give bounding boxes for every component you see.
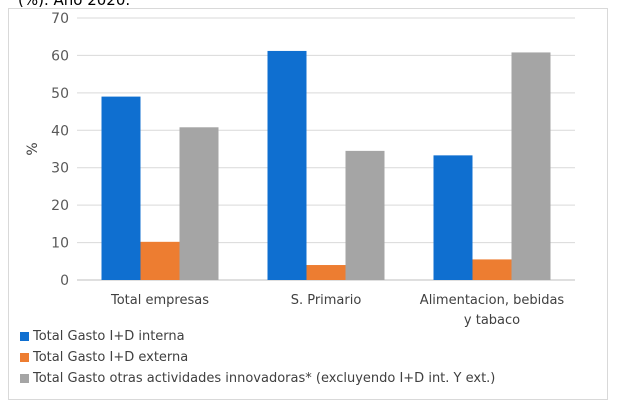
y-tick-label: 70 [51,11,69,27]
bar-series-3-category-2 [345,150,385,280]
x-category-label: S. Primario [291,293,362,308]
bar-series-2-category-3 [472,259,512,280]
x-axis-categories: Total empresas S. Primario Alimentacion, b… [110,293,564,328]
bar-series-3-category-1 [179,127,219,280]
x-category-label: Total empresas [110,293,209,308]
bar-series-1-category-3 [433,155,473,280]
chart-frame [8,8,608,400]
legend-item-2: Total Gasto I+D externa [20,347,495,368]
bars [101,50,551,281]
legend-label: Total Gasto otras actividades innovadora… [33,371,496,386]
y-tick-label: 60 [51,48,69,64]
y-tick-label: 30 [51,161,69,177]
legend-label: Total Gasto I+D externa [33,350,189,365]
legend-label: Total Gasto I+D interna [33,329,185,344]
y-tick-label: 50 [51,86,69,102]
y-axis-label: % [25,142,41,155]
bar-series-3-category-3 [511,52,551,281]
bar-series-1-category-2 [267,50,307,281]
y-tick-label: 0 [60,273,69,289]
y-tick-label: 40 [51,123,69,139]
legend: Total Gasto I+D interna Total Gasto I+D e… [20,326,495,389]
y-tick-label: 20 [51,198,69,214]
legend-swatch [20,374,29,383]
legend-swatch [20,332,29,341]
bar-series-2-category-1 [140,241,180,280]
legend-swatch [20,353,29,362]
grid-lines [77,17,575,281]
x-category-label: Alimentacion, bebidas y tabaco [420,293,565,328]
bar-series-2-category-2 [306,265,346,280]
legend-item-3: Total Gasto otras actividades innovadora… [20,368,495,389]
bar-series-1-category-1 [101,96,141,280]
y-axis-ticks: 0 10 20 30 40 50 60 70 [51,11,69,289]
chart-caption: (%). Año 2020. [18,0,131,9]
y-tick-label: 10 [51,236,69,252]
legend-item-1: Total Gasto I+D interna [20,326,495,347]
